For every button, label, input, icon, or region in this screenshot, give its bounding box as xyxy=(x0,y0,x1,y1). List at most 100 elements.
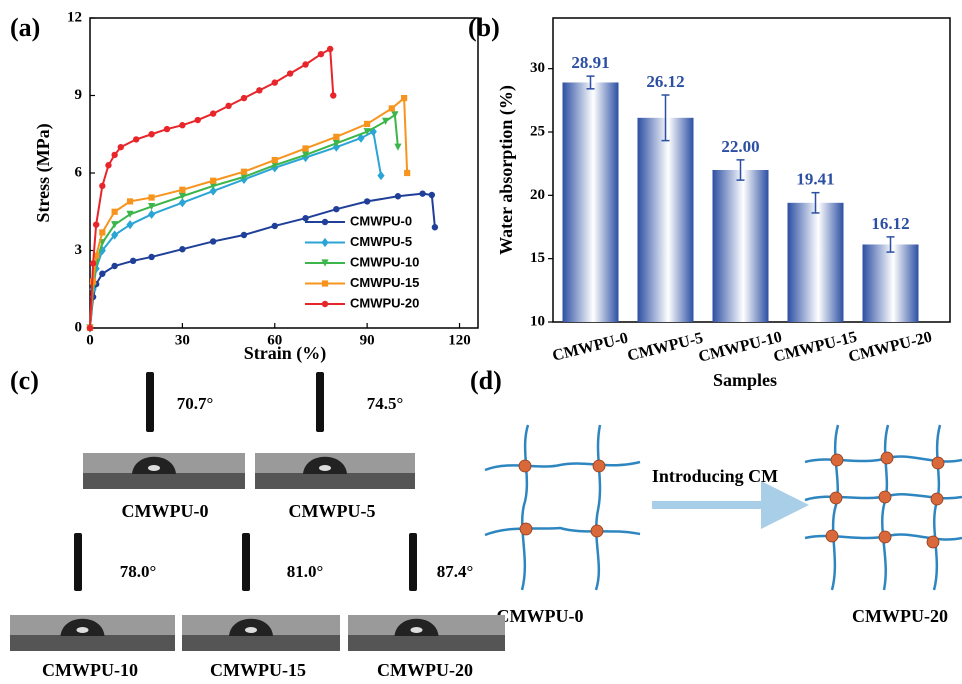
y-axis-title: Water absorption (%) xyxy=(496,85,517,255)
node xyxy=(879,491,891,503)
point xyxy=(327,46,333,52)
y-tick-label: 10 xyxy=(530,313,545,329)
legend-label: CMWPU-5 xyxy=(350,234,412,249)
x-axis-title: Samples xyxy=(713,370,777,390)
point xyxy=(90,260,96,266)
point xyxy=(302,145,308,151)
chain xyxy=(596,425,600,590)
point xyxy=(432,224,438,230)
point xyxy=(210,178,216,184)
point xyxy=(272,79,278,85)
bar xyxy=(638,118,694,322)
point xyxy=(148,254,154,260)
node xyxy=(879,531,891,543)
point xyxy=(330,92,336,98)
node xyxy=(932,457,944,469)
node xyxy=(830,492,842,504)
point xyxy=(179,246,185,252)
point xyxy=(256,87,262,93)
droplet-glint xyxy=(148,465,160,471)
droplet-glint xyxy=(77,627,89,633)
point xyxy=(364,121,370,127)
sample-label: CMWPU-5 xyxy=(289,501,376,521)
x-tick-label: CMWPU-20 xyxy=(847,329,934,366)
y-tick-label: 15 xyxy=(530,250,545,266)
legend-marker xyxy=(322,280,328,286)
legend-label: CMWPU-0 xyxy=(350,213,412,228)
value-label: 16.12 xyxy=(871,214,909,233)
point xyxy=(210,238,216,244)
point xyxy=(130,258,136,264)
point xyxy=(225,103,231,109)
panel-label: (c) xyxy=(10,366,39,395)
point xyxy=(195,117,201,123)
droplet-glint xyxy=(245,627,257,633)
panel-label: (d) xyxy=(470,366,502,395)
point xyxy=(404,170,410,176)
x-tick-label: 90 xyxy=(360,332,375,348)
point xyxy=(395,193,401,199)
sample-label: CMWPU-10 xyxy=(42,660,138,680)
y-tick-label: 12 xyxy=(67,9,82,25)
value-label: 26.12 xyxy=(646,72,684,91)
chain xyxy=(485,528,640,535)
point xyxy=(179,187,185,193)
point xyxy=(164,126,170,132)
value-label: 19.41 xyxy=(796,170,834,189)
y-axis-title: Stress (MPa) xyxy=(33,123,54,222)
substrate xyxy=(182,635,340,651)
contact-angle: 81.0° xyxy=(287,562,324,581)
point xyxy=(241,169,247,175)
chain xyxy=(882,425,888,590)
contact-angle: 74.5° xyxy=(367,394,404,413)
needle xyxy=(316,372,324,432)
contact-angle: 70.7° xyxy=(177,394,214,413)
bar xyxy=(713,170,769,322)
legend-marker xyxy=(322,219,328,225)
point xyxy=(179,122,185,128)
point xyxy=(318,51,324,57)
point xyxy=(127,198,133,204)
point xyxy=(377,171,384,180)
x-tick-label: CMWPU-0 xyxy=(551,330,630,365)
needle xyxy=(242,533,250,591)
node xyxy=(591,525,603,537)
x-tick-label: 30 xyxy=(175,332,190,348)
y-tick-label: 25 xyxy=(530,123,545,139)
droplet-glint xyxy=(319,465,331,471)
x-tick-label: CMWPU-15 xyxy=(772,329,859,366)
point xyxy=(333,206,339,212)
contact-angle: 78.0° xyxy=(120,562,157,581)
point xyxy=(364,198,370,204)
point xyxy=(210,110,216,116)
needle xyxy=(74,533,82,591)
sample-label: CMWPU-20 xyxy=(377,660,473,680)
chain xyxy=(485,462,640,470)
panel-label: (a) xyxy=(10,13,40,42)
point xyxy=(302,61,308,67)
chain xyxy=(934,425,940,590)
figure: (d) Introducing CM CMWPU-0 CMWPU-20 (c) … xyxy=(0,0,962,684)
node xyxy=(881,452,893,464)
point xyxy=(105,162,111,168)
legend-marker xyxy=(322,301,328,307)
point xyxy=(272,223,278,229)
panel-label: (b) xyxy=(468,13,500,42)
x-axis-title: Strain (%) xyxy=(244,343,327,364)
point xyxy=(241,95,247,101)
point xyxy=(87,325,93,331)
point xyxy=(126,220,133,229)
x-tick-label: 0 xyxy=(86,332,94,348)
substrate xyxy=(10,635,175,651)
bar xyxy=(563,82,619,322)
plot-frame xyxy=(90,18,478,328)
point xyxy=(333,134,339,140)
x-tick-label: CMWPU-5 xyxy=(626,330,705,365)
point xyxy=(148,131,154,137)
series-line xyxy=(90,132,381,328)
point xyxy=(133,136,139,142)
sample-label: CMWPU-0 xyxy=(122,501,209,521)
node xyxy=(927,536,939,548)
point xyxy=(389,105,395,111)
point xyxy=(99,183,105,189)
